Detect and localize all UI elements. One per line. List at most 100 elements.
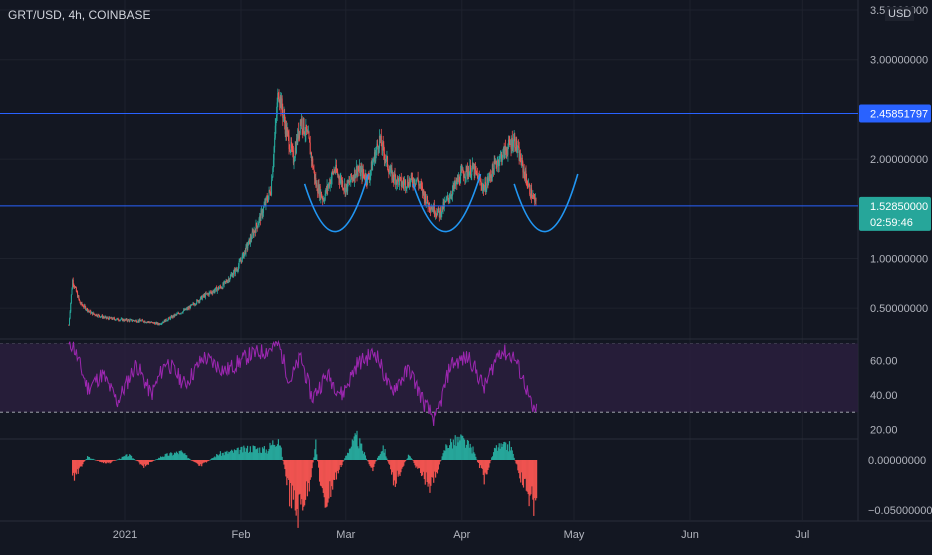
candle-body (226, 280, 228, 282)
candle-body (484, 181, 486, 192)
histogram-bar (423, 460, 425, 480)
candle-body (92, 312, 94, 315)
candle-body (294, 158, 296, 162)
histogram-bar (356, 430, 358, 460)
rsi-line (68, 339, 538, 427)
candle-body (269, 191, 271, 195)
candle-body (337, 172, 339, 176)
histogram-bar (428, 460, 430, 484)
candle-body (97, 314, 99, 317)
histogram-bar (478, 460, 480, 463)
histogram-bar (201, 460, 203, 467)
candle-body (319, 186, 321, 199)
histogram-bar (331, 460, 333, 487)
candle-body (357, 169, 359, 171)
candle-body (261, 210, 263, 216)
histogram-bar (289, 460, 292, 483)
candle-body (273, 147, 275, 161)
candle-body (294, 147, 296, 159)
candle-body (486, 183, 488, 191)
candle-body (195, 303, 197, 305)
resistance-price-label: 2.45851797 (870, 108, 928, 120)
candle-body (182, 311, 184, 313)
histogram-bar (305, 460, 308, 482)
candle-body (435, 212, 437, 215)
candle-body (421, 185, 423, 187)
candle-body (482, 184, 484, 187)
candle-body (272, 160, 274, 169)
resistance-price-tag[interactable] (859, 104, 931, 123)
histogram-bar (295, 460, 297, 516)
histogram-bar (447, 448, 449, 460)
candle-body (386, 156, 388, 158)
currency-label[interactable]: USD (885, 7, 915, 21)
symbol-title: GRT/USD, 4h, COINBASE (8, 8, 151, 22)
last-price-tag[interactable] (859, 196, 931, 231)
candle-body (488, 173, 490, 179)
histogram-bar (270, 445, 272, 460)
histogram-bar (265, 449, 267, 460)
candle-body (526, 185, 528, 186)
candle-body (158, 323, 160, 325)
histogram-bar (462, 435, 464, 460)
candle-body (400, 177, 402, 187)
histogram-bar (90, 458, 92, 460)
histogram-bar (171, 453, 173, 460)
candle-body (179, 313, 181, 315)
histogram-bar (159, 458, 161, 460)
pattern-arc-3[interactable] (513, 173, 579, 233)
histogram-bar (511, 450, 513, 460)
candle-body (68, 318, 70, 326)
candle-body (184, 308, 186, 310)
histogram-bar (187, 458, 189, 460)
histogram-bar (456, 436, 458, 460)
histogram-bar (480, 460, 483, 468)
histogram-bar (173, 454, 175, 460)
candle-body (161, 322, 163, 324)
histogram-bar (487, 460, 489, 471)
candle-body (133, 320, 135, 321)
histogram-bar (103, 460, 106, 463)
candle-body (391, 168, 393, 180)
candle-body (268, 190, 270, 196)
candle-body (205, 293, 207, 295)
pattern-arc-1[interactable] (303, 173, 369, 233)
candle-body (240, 260, 242, 262)
candle-body (161, 322, 163, 324)
candle-body (123, 320, 125, 322)
candle-body (193, 303, 195, 305)
candle-body (203, 294, 205, 297)
histogram-bar (257, 447, 259, 460)
histogram-bar (197, 460, 199, 465)
candle-body (320, 192, 322, 199)
candle-body (411, 174, 413, 178)
candle-body (413, 179, 415, 186)
candle-body (433, 204, 435, 214)
histogram-bar (123, 456, 125, 460)
histogram-bar (230, 450, 232, 460)
candle-body (300, 122, 302, 124)
candle-body (461, 168, 463, 170)
histogram-bar (313, 457, 315, 460)
candle-body (305, 124, 307, 132)
histogram-bar (118, 458, 120, 460)
histogram-bar (117, 459, 120, 460)
histogram-bar (209, 459, 211, 461)
histogram-bar (341, 460, 343, 466)
pattern-arc-2[interactable] (412, 173, 482, 233)
histogram-bar (262, 448, 265, 460)
histogram-bar (389, 460, 391, 465)
histogram-bar (521, 460, 523, 473)
candle-body (96, 314, 98, 317)
histogram-bar (249, 446, 251, 460)
histogram-bar (96, 460, 98, 461)
histogram-bar (457, 442, 459, 460)
candle-body (525, 170, 527, 179)
candle-body (80, 302, 82, 305)
candle-body (465, 176, 467, 179)
histogram-bar (358, 448, 360, 460)
candle-body (430, 208, 432, 211)
histogram-bar (493, 447, 496, 460)
